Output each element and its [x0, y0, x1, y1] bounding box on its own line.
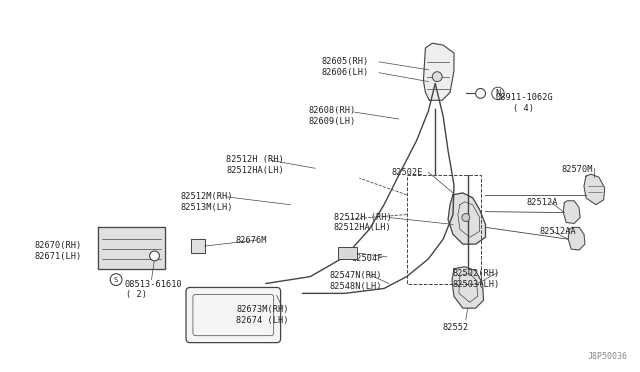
Text: 82503(LH): 82503(LH)	[453, 280, 500, 289]
Text: 82606(LH): 82606(LH)	[322, 68, 369, 77]
Bar	[406, 175, 481, 283]
Text: 82504F: 82504F	[351, 254, 383, 263]
Polygon shape	[563, 201, 580, 224]
Text: ( 2): ( 2)	[126, 291, 147, 299]
Polygon shape	[452, 267, 484, 308]
Circle shape	[150, 251, 159, 261]
Text: ( 4): ( 4)	[513, 104, 534, 113]
Circle shape	[432, 72, 442, 81]
Text: N: N	[495, 89, 500, 98]
Text: 82502E: 82502E	[392, 168, 424, 177]
FancyBboxPatch shape	[186, 288, 280, 343]
Text: 82512AA: 82512AA	[540, 227, 577, 236]
Text: 82513M(LH): 82513M(LH)	[180, 203, 232, 212]
Text: 82552: 82552	[442, 323, 468, 332]
Text: 82502(RH): 82502(RH)	[453, 269, 500, 278]
Bar	[338, 247, 357, 259]
Text: 82547N(RH): 82547N(RH)	[330, 271, 382, 280]
Text: 82674 (LH): 82674 (LH)	[236, 316, 289, 325]
Polygon shape	[424, 43, 454, 100]
Text: 82548N(LH): 82548N(LH)	[330, 282, 382, 291]
Text: 08513-61610: 08513-61610	[125, 280, 182, 289]
Text: 82671(LH): 82671(LH)	[35, 252, 81, 261]
Text: 08911-1062G: 08911-1062G	[495, 93, 553, 102]
Text: 82512H (RH): 82512H (RH)	[227, 155, 284, 164]
Circle shape	[476, 89, 486, 98]
Text: J8P50036: J8P50036	[588, 352, 627, 361]
Text: 82673M(RH): 82673M(RH)	[236, 305, 289, 314]
Text: 82609(LH): 82609(LH)	[308, 117, 355, 126]
Text: S: S	[114, 276, 118, 283]
Text: 82570M: 82570M	[561, 165, 593, 174]
Text: 82608(RH): 82608(RH)	[308, 106, 355, 115]
Circle shape	[462, 214, 470, 221]
Text: 82670(RH): 82670(RH)	[35, 241, 81, 250]
Polygon shape	[568, 227, 585, 250]
Polygon shape	[99, 227, 165, 269]
Text: 82605(RH): 82605(RH)	[322, 57, 369, 66]
Polygon shape	[448, 193, 486, 244]
Text: 82512H (RH): 82512H (RH)	[334, 212, 392, 222]
Polygon shape	[191, 239, 205, 253]
Text: 82676M: 82676M	[236, 236, 267, 245]
Text: 82512HA(LH): 82512HA(LH)	[334, 224, 392, 232]
Text: 82512M(RH): 82512M(RH)	[180, 192, 232, 201]
Text: 82512HA(LH): 82512HA(LH)	[227, 166, 284, 175]
Polygon shape	[584, 174, 605, 205]
Text: 82512A: 82512A	[527, 198, 558, 207]
